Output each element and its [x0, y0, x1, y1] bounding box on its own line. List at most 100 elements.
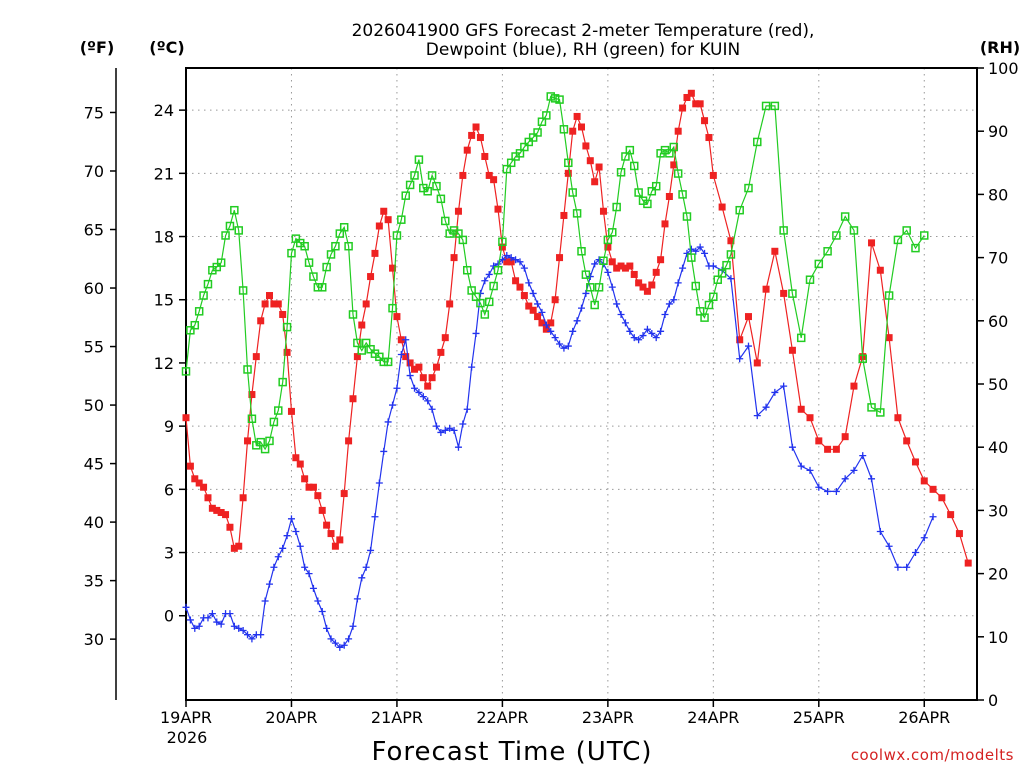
temperature-point	[797, 405, 805, 413]
temperature-point	[938, 494, 946, 502]
rh-point	[788, 289, 797, 298]
dewpoint-point	[661, 310, 669, 318]
rh-tick-label: 100	[988, 59, 1019, 78]
rh-point	[515, 149, 525, 158]
rh-point	[621, 152, 630, 161]
rh-axis-unit: (RH)	[980, 38, 1020, 57]
dewpoint-point	[696, 243, 704, 251]
rh-point	[902, 226, 911, 235]
rh-point	[542, 111, 551, 120]
rh-point	[537, 117, 547, 126]
temperature-point	[564, 169, 572, 177]
dewpoint-point	[701, 249, 709, 257]
rh-point	[616, 168, 626, 177]
dewpoint-point	[573, 317, 581, 325]
rh-point	[498, 237, 507, 247]
rh-point	[458, 235, 468, 245]
dewpoint-point	[542, 321, 550, 329]
temperature-point	[261, 300, 269, 308]
rh-point	[194, 307, 204, 316]
rh-point	[357, 346, 367, 355]
temperature-point	[287, 407, 295, 415]
dewpoint-point	[657, 327, 665, 335]
temperature-point	[639, 283, 647, 291]
temperature-point	[389, 264, 397, 272]
series-line-dewpoint	[185, 246, 934, 649]
rh-point	[744, 183, 753, 193]
rh-point	[568, 188, 577, 197]
dewpoint-point	[736, 355, 744, 363]
rh-point	[405, 180, 415, 190]
rh-point	[230, 205, 239, 215]
dewpoint-point	[529, 289, 537, 297]
rh-point	[832, 231, 841, 240]
plot-frame	[185, 67, 978, 701]
temperature-point	[419, 374, 427, 382]
dewpoint-point	[204, 614, 212, 622]
x-tick-label: 21APR	[371, 708, 423, 727]
rh-tick-label: 0	[988, 691, 998, 710]
dewpoint-point	[345, 635, 353, 643]
temperature-point	[599, 207, 607, 215]
dewpoint-point	[832, 487, 840, 495]
year-label: 2026	[167, 728, 208, 747]
rh-point	[581, 270, 591, 279]
rh-point	[326, 250, 336, 259]
rh-point	[199, 291, 208, 300]
dewpoint-point	[525, 279, 533, 287]
temperature-point	[384, 216, 392, 224]
rh-point	[572, 209, 582, 218]
temperature-point	[687, 89, 695, 97]
temperature-point	[850, 382, 858, 390]
temperature-point	[824, 445, 832, 453]
dewpoint-point	[626, 327, 634, 335]
temperature-point	[604, 243, 612, 251]
dewpoint-point	[296, 542, 304, 550]
rh-point	[564, 158, 573, 168]
rh-point	[643, 199, 652, 209]
dewpoint-point	[186, 616, 194, 624]
rh-point	[796, 333, 806, 343]
rh-point	[287, 248, 296, 258]
dewpoint-point	[389, 401, 397, 409]
dewpoint-point	[208, 610, 216, 618]
dewpoint-point	[556, 340, 564, 348]
rh-point	[322, 262, 331, 272]
temperature-point	[727, 237, 735, 245]
temperature-point	[696, 100, 704, 108]
temperature-point	[586, 157, 594, 165]
dewpoint-point	[670, 296, 678, 304]
dewpoint-point	[591, 260, 599, 268]
rh-point	[454, 229, 463, 238]
temperature-point	[569, 127, 577, 135]
dewpoint-point	[512, 256, 520, 264]
rh-point	[203, 279, 213, 289]
rh-point	[489, 281, 498, 291]
x-tick-label: 22APR	[476, 708, 528, 727]
dewpoint-point	[868, 475, 876, 483]
rh-point	[274, 406, 283, 415]
temperature-point	[265, 292, 273, 300]
rh-point	[717, 269, 727, 278]
temperature-point	[661, 220, 669, 228]
dewpoint-point	[652, 334, 660, 342]
rh-point	[480, 310, 490, 319]
temperature-point	[788, 346, 796, 354]
x-tick-label: 25APR	[793, 708, 845, 727]
dewpoint-point	[195, 622, 203, 630]
dewpoint-point	[578, 304, 585, 312]
dewpoint-point	[911, 549, 919, 557]
dewpoint-point	[213, 618, 221, 626]
rh-point	[559, 125, 569, 134]
rh-point	[243, 365, 252, 374]
temperature-point	[279, 310, 287, 318]
fahrenheit-tick-label: 40	[84, 513, 104, 532]
dewpoint-point	[635, 336, 643, 344]
chart-title-line2: Dewpoint (blue), RH (green) for KUIN	[426, 40, 740, 60]
dewpoint-point	[797, 462, 805, 470]
celsius-tick-label: 12	[154, 354, 174, 373]
rh-point	[594, 283, 604, 292]
temperature-point	[762, 285, 770, 293]
rh-point	[216, 258, 226, 267]
rh-point	[269, 417, 279, 427]
